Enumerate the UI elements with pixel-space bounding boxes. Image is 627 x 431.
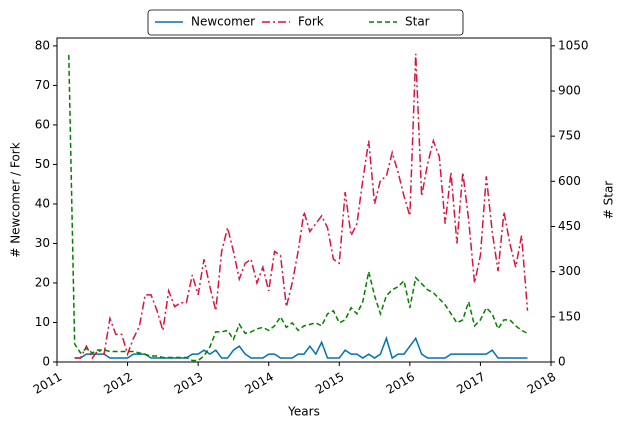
y-tick-label: 70 xyxy=(35,78,50,92)
y2-tick-label: 600 xyxy=(558,174,581,188)
x-tick-label: 2014 xyxy=(243,370,276,397)
y2-axis-label: # Star xyxy=(602,181,616,220)
y-tick-label: 20 xyxy=(35,275,50,289)
series-line xyxy=(74,335,528,360)
y2-tick-label: 300 xyxy=(558,264,581,278)
y2-tick-label: 450 xyxy=(558,219,581,233)
series-line xyxy=(74,53,529,360)
x-tick-label: 2011 xyxy=(31,370,64,397)
y-tick-label: 60 xyxy=(35,117,50,131)
y-tick-label: 10 xyxy=(35,315,50,329)
legend-label: Newcomer xyxy=(191,15,255,29)
y2-tick-label: 750 xyxy=(558,129,581,143)
y-tick-label: 40 xyxy=(35,196,50,210)
x-tick-label: 2016 xyxy=(384,370,417,397)
y-tick-label: 50 xyxy=(35,157,50,171)
y-axis-label: # Newcomer / Fork xyxy=(9,142,23,257)
y2-tick-label: 900 xyxy=(558,83,581,97)
x-tick-label: 2012 xyxy=(101,370,134,397)
y-tick-label: 0 xyxy=(42,355,50,369)
x-tick-label: 2015 xyxy=(313,370,346,397)
legend-label: Star xyxy=(405,15,430,29)
y-tick-label: 30 xyxy=(35,236,50,250)
x-axis-label: Years xyxy=(287,405,320,419)
x-tick-label: 2013 xyxy=(172,370,205,397)
legend-box xyxy=(147,9,464,36)
y2-tick-label: 1050 xyxy=(558,38,589,52)
plot-frame xyxy=(56,37,552,363)
y2-tick-label: 0 xyxy=(558,355,566,369)
y2-tick-label: 150 xyxy=(558,309,581,323)
legend-label: Fork xyxy=(298,15,324,29)
y-tick-label: 80 xyxy=(35,38,50,52)
series-line xyxy=(68,54,528,362)
x-tick-label: 2017 xyxy=(454,370,487,397)
x-tick-label: 2018 xyxy=(525,370,558,397)
